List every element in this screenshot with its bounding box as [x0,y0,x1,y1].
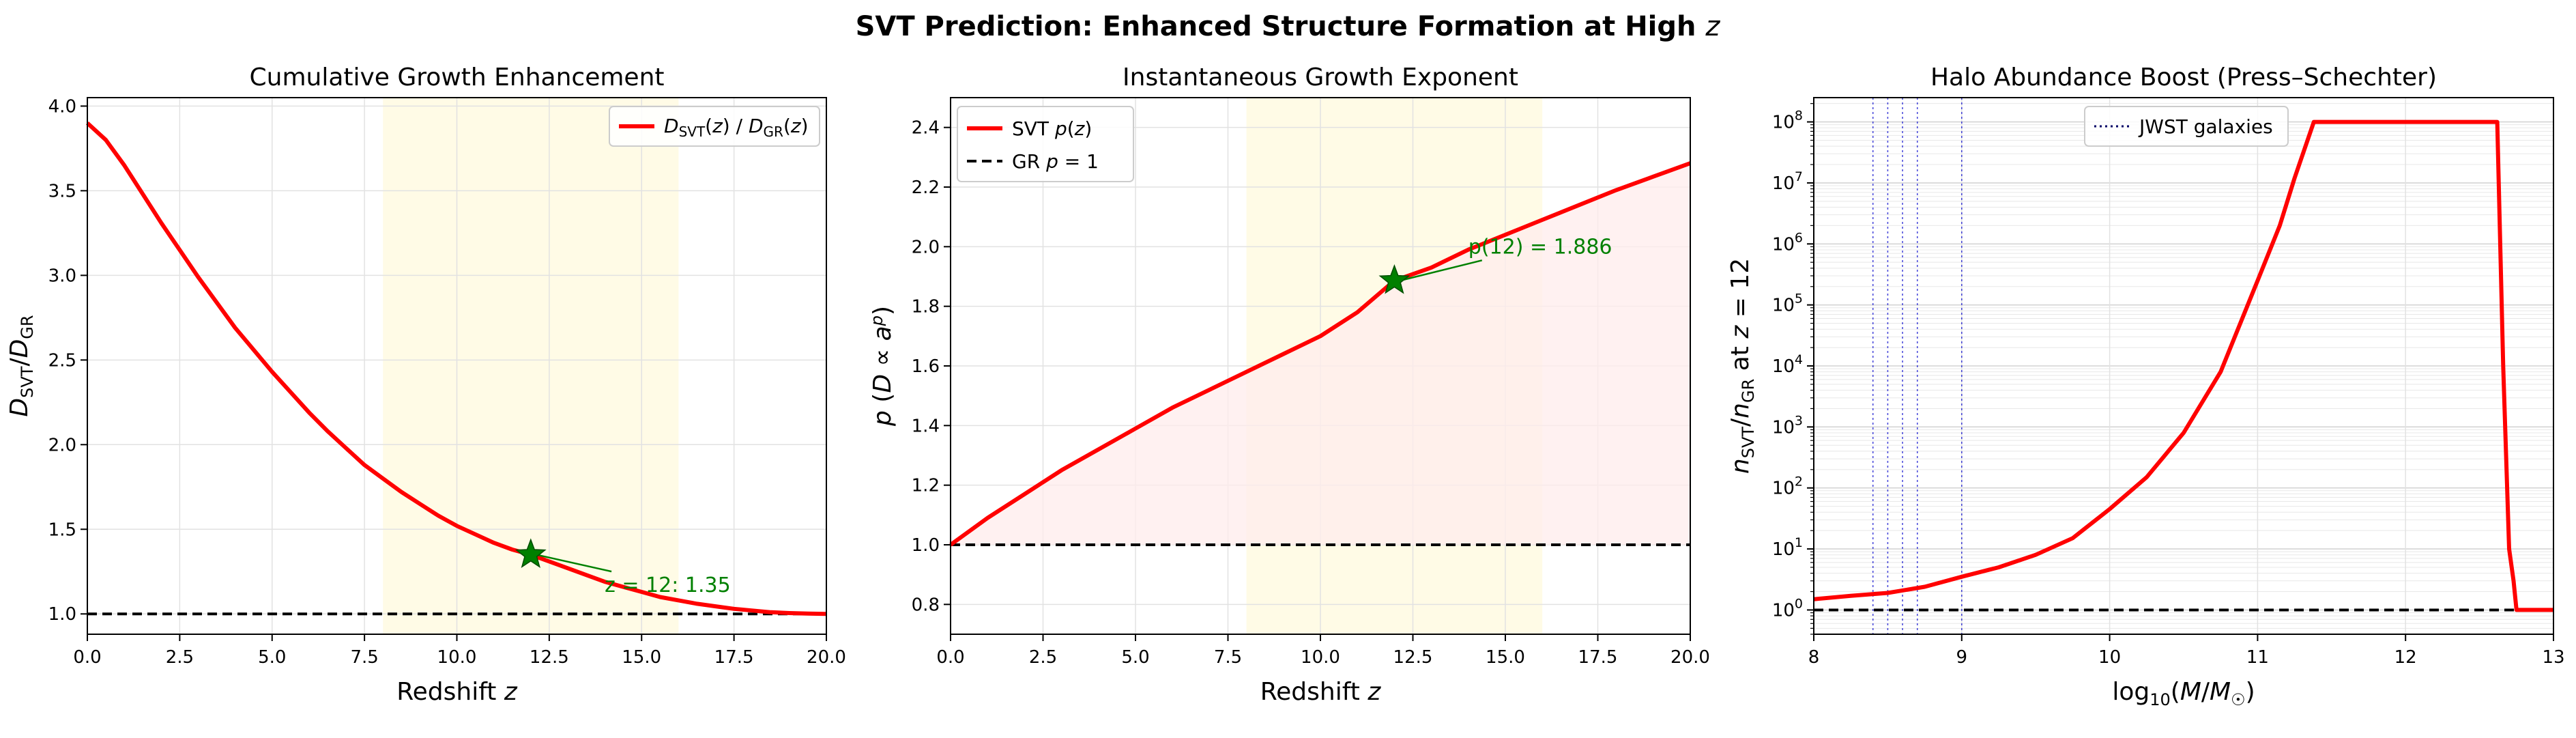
y-tick-label: 106 [1772,230,1803,255]
x-tick-label: 15.0 [622,647,661,668]
x-tick-label: 10 [2098,647,2121,668]
y-tick-label: 101 [1772,535,1803,560]
x-tick-label: 20.0 [1670,647,1710,668]
x-tick-label: 0.0 [73,647,101,668]
panel-title: Halo Abundance Boost (Press–Schechter) [1930,63,2437,91]
legend-label-svt: DSVT(z) / DGR(z) [664,115,809,140]
x-tick-label: 15.0 [1486,647,1525,668]
y-tick-label: 107 [1772,169,1803,194]
x-tick-label: 9 [1956,647,1968,668]
x-tick-label: 12.5 [1393,647,1433,668]
x-tick-label: 12 [2394,647,2417,668]
marker-star [1378,264,1410,294]
x-tick-label: 7.5 [1214,647,1242,668]
y-tick-label: 1.6 [912,356,940,377]
annotation-arrow [1400,259,1483,282]
x-tick-label: 17.5 [1578,647,1618,668]
legend-box [2084,106,2289,147]
annotation-text: p(12) = 1.886 [1468,235,1612,259]
annotation-text: z = 12: 1.35 [605,573,731,597]
x-tick-label: 5.0 [258,647,286,668]
y-tick-label: 3.0 [48,266,76,286]
y-tick-label: 2.2 [912,178,940,198]
x-tick-label: 7.5 [350,647,378,668]
y-tick-label: 1.0 [48,604,76,625]
y-tick-label: 1.0 [912,535,940,556]
y-tick-label: 0.8 [912,595,940,615]
legend-box [609,106,820,147]
x-tick-label: 5.0 [1121,647,1149,668]
y-tick-label: 1.8 [912,297,940,317]
x-axis-label: Redshift z [1260,678,1382,706]
panel-growth-enhancement: z = 12: 1.35 0.0 2.5 5.0 7.5 10.0 12.5 15.0 17.5… [5,63,846,706]
x-tick-label: 2.5 [1029,647,1057,668]
marker-star [515,538,547,569]
x-tick-label: 12.5 [530,647,569,668]
legend-box [957,106,1134,182]
x-tick-label: 2.5 [166,647,194,668]
figure-suptitle: SVT Prediction: Enhanced Structure Forma… [856,11,1721,42]
legend-label-gr: GR p = 1 [1012,150,1099,173]
fill-between-area [951,163,1690,545]
x-axis-label: log10(M/M☉) [2112,678,2255,709]
y-tick-label: 2.4 [912,118,940,139]
panel-title: Instantaneous Growth Exponent [1123,63,1518,91]
x-tick-label: 11 [2246,647,2269,668]
x-tick-label: 13 [2542,647,2564,668]
y-tick-label: 4.0 [48,96,76,117]
x-tick-label: 10.0 [437,647,477,668]
legend-label-jwst: JWST galaxies [2138,115,2273,138]
y-tick-label: 108 [1772,109,1803,133]
y-axis-label: DSVT/DGR [5,315,37,416]
y-tick-label: 100 [1772,596,1803,621]
y-tick-label: 105 [1772,292,1803,316]
y-axis-label: p (D ∝ ap) [867,306,897,427]
x-tick-label: 8 [1808,647,1820,668]
panel-title: Cumulative Growth Enhancement [249,63,664,91]
y-tick-label: 2.5 [48,350,76,371]
y-tick-label: 1.5 [48,520,76,540]
series-svt-curve [1813,119,2553,612]
annotation-arrow [536,554,612,573]
y-tick-label: 2.0 [912,237,940,257]
x-axis-label: Redshift z [396,678,518,706]
series-svt-curve [85,121,827,616]
y-tick-label: 1.2 [912,476,940,496]
panel-halo-abundance: 8 9 10 11 12 13 100 101 102 103 104 105 106 107 108 Hal… [1726,63,2565,709]
x-tick-label: 17.5 [714,647,754,668]
y-tick-label: 2.0 [48,435,76,455]
y-tick-label: 104 [1772,352,1803,377]
y-tick-label: 3.5 [48,181,76,201]
y-tick-label: 103 [1772,413,1803,438]
panel-growth-exponent: p(12) = 1.886 0.0 2.5 5.0 7.5 10.0 12.5 15.0 17.… [867,63,1710,706]
x-tick-label: 20.0 [807,647,846,668]
y-axis-label: nSVT/nGR at z = 12 [1726,258,1758,474]
x-tick-label: 10.0 [1301,647,1340,668]
series-svt-curve [949,161,1692,547]
y-tick-label: 102 [1772,474,1803,499]
legend-label-svt: SVT p(z) [1012,117,1092,140]
x-tick-label: 0.0 [936,647,964,668]
y-tick-label: 1.4 [912,416,940,436]
